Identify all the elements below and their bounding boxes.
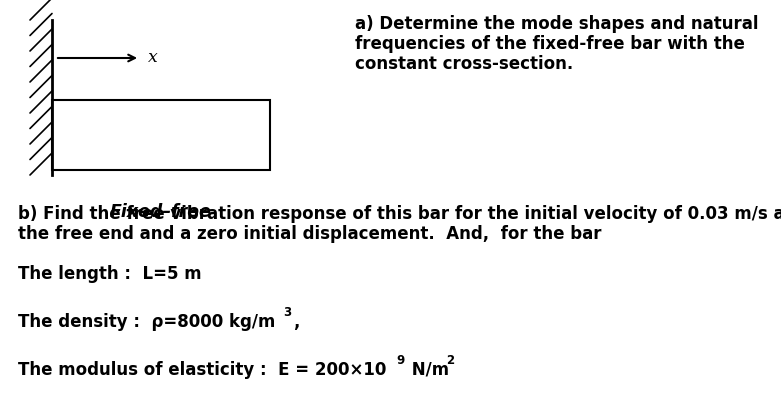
Bar [52,100,270,170]
Text: The density :  ρ=8000 kg/m: The density : ρ=8000 kg/m [18,313,276,331]
Text: x: x [148,50,158,66]
Text: constant cross-section.: constant cross-section. [355,55,573,73]
Text: Fixed–free: Fixed–free [110,203,212,221]
Text: frequencies of the fixed-free bar with the: frequencies of the fixed-free bar with t… [355,35,745,53]
Text: a) Determine the mode shapes and natural: a) Determine the mode shapes and natural [355,15,758,33]
Text: N/m: N/m [406,361,449,379]
Text: the free end and a zero initial displacement.  And,  for the bar: the free end and a zero initial displace… [18,225,601,243]
Text: The modulus of elasticity :  E = 200×10: The modulus of elasticity : E = 200×10 [18,361,387,379]
Text: 2: 2 [446,354,454,367]
Text: 9: 9 [396,354,405,367]
Text: The length :  L=5 m: The length : L=5 m [18,265,201,283]
Text: b) Find the free vibration response of this bar for the initial velocity of 0.03: b) Find the free vibration response of t… [18,205,781,223]
Text: 3: 3 [283,306,291,319]
Text: ,: , [293,313,299,331]
